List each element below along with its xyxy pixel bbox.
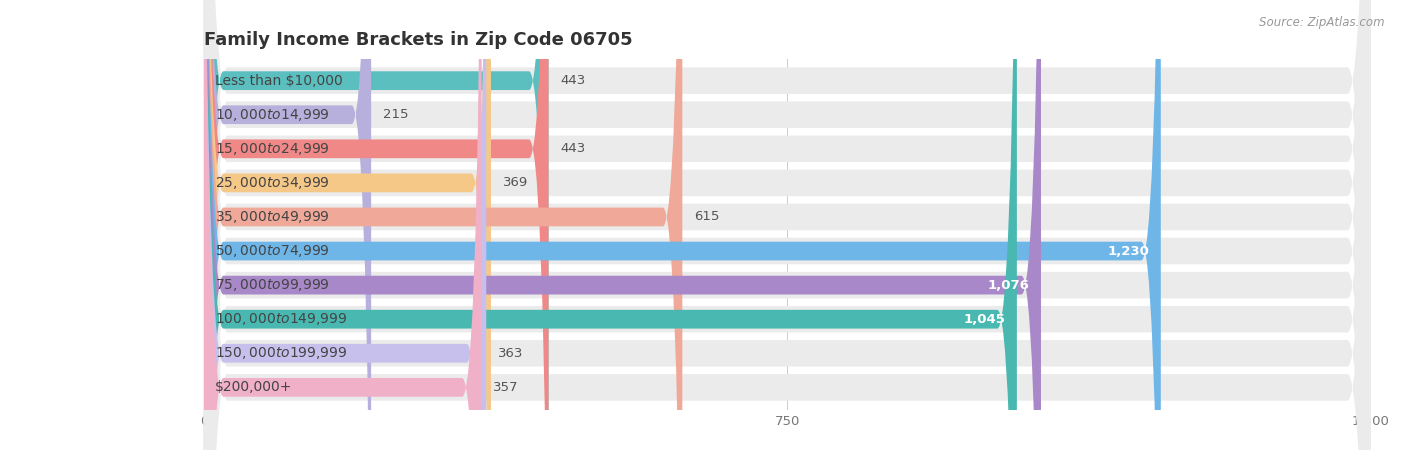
Text: 363: 363 — [498, 347, 523, 360]
Text: Less than $10,000: Less than $10,000 — [215, 74, 343, 88]
FancyBboxPatch shape — [204, 0, 548, 450]
FancyBboxPatch shape — [204, 0, 1371, 450]
FancyBboxPatch shape — [204, 0, 682, 450]
FancyBboxPatch shape — [204, 0, 486, 450]
Text: 443: 443 — [560, 74, 585, 87]
FancyBboxPatch shape — [204, 0, 1161, 450]
FancyBboxPatch shape — [204, 0, 1371, 450]
Text: $15,000 to $24,999: $15,000 to $24,999 — [215, 141, 329, 157]
Text: $200,000+: $200,000+ — [215, 380, 292, 394]
FancyBboxPatch shape — [204, 0, 491, 450]
Text: Source: ZipAtlas.com: Source: ZipAtlas.com — [1260, 16, 1385, 29]
Text: 357: 357 — [494, 381, 519, 394]
Text: 615: 615 — [695, 211, 720, 224]
FancyBboxPatch shape — [204, 0, 1017, 450]
FancyBboxPatch shape — [204, 0, 1040, 450]
FancyBboxPatch shape — [204, 0, 548, 450]
FancyBboxPatch shape — [204, 0, 1371, 450]
FancyBboxPatch shape — [204, 0, 1371, 450]
Text: Family Income Brackets in Zip Code 06705: Family Income Brackets in Zip Code 06705 — [204, 31, 633, 49]
FancyBboxPatch shape — [204, 0, 1371, 450]
FancyBboxPatch shape — [204, 0, 1371, 450]
Text: $150,000 to $199,999: $150,000 to $199,999 — [215, 345, 347, 361]
Text: 215: 215 — [382, 108, 408, 121]
FancyBboxPatch shape — [204, 0, 1371, 450]
Text: $10,000 to $14,999: $10,000 to $14,999 — [215, 107, 329, 123]
FancyBboxPatch shape — [204, 0, 482, 450]
Text: 1,230: 1,230 — [1108, 244, 1149, 257]
Text: 369: 369 — [502, 176, 527, 189]
Text: 443: 443 — [560, 142, 585, 155]
Text: 1,076: 1,076 — [987, 279, 1029, 292]
Text: $75,000 to $99,999: $75,000 to $99,999 — [215, 277, 329, 293]
Text: $25,000 to $34,999: $25,000 to $34,999 — [215, 175, 329, 191]
FancyBboxPatch shape — [204, 0, 371, 450]
Text: $35,000 to $49,999: $35,000 to $49,999 — [215, 209, 329, 225]
FancyBboxPatch shape — [204, 0, 1371, 450]
FancyBboxPatch shape — [204, 0, 1371, 450]
FancyBboxPatch shape — [204, 0, 1371, 450]
Text: $100,000 to $149,999: $100,000 to $149,999 — [215, 311, 347, 327]
Text: $50,000 to $74,999: $50,000 to $74,999 — [215, 243, 329, 259]
Text: 1,045: 1,045 — [963, 313, 1005, 326]
